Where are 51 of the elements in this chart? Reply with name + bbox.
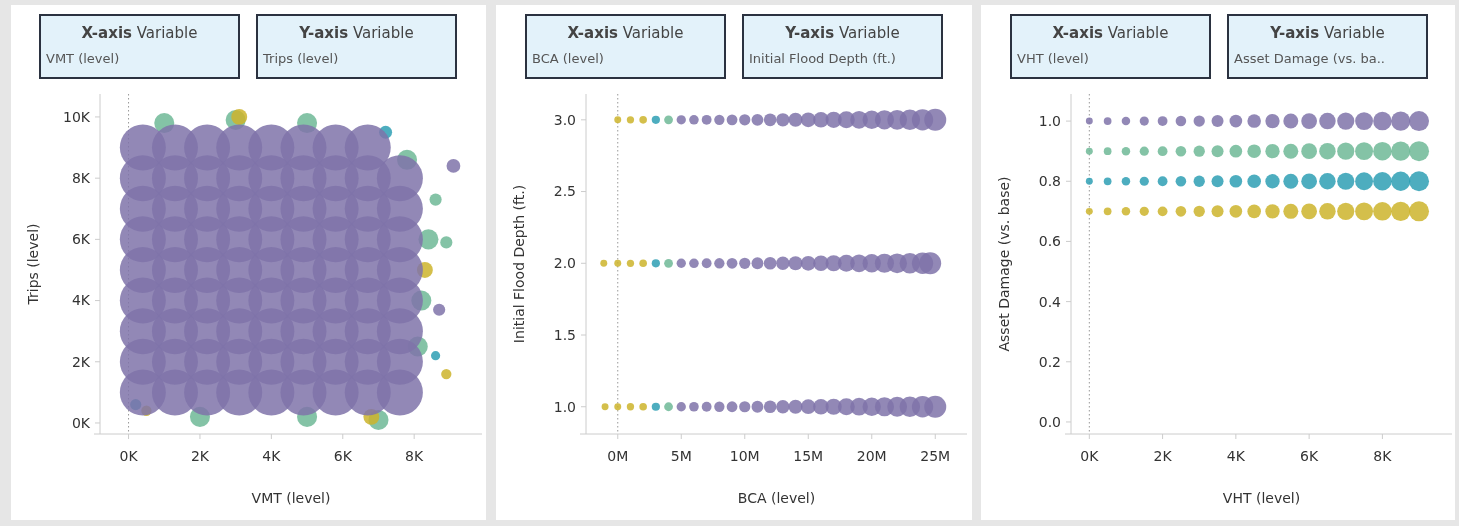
text: Trips (level) [262, 51, 339, 66]
y-tick-label: 0.4 [1038, 293, 1062, 310]
x-tick-label: 10M [729, 448, 760, 464]
text: X-axis Variable [567, 24, 684, 42]
x-tick-label: 6K [1300, 448, 1319, 464]
y-tick-label: 2.0 [553, 255, 576, 272]
x-tick-label: 4K [1226, 448, 1246, 464]
y-tick-label: 2.5 [553, 183, 576, 200]
y-tick-label: 0.8 [1038, 173, 1061, 190]
y-axis-title: Trips (level) [25, 223, 41, 306]
x-tick-label: 0M [607, 448, 629, 464]
x-tick-label: 25M [920, 448, 951, 464]
text: VHT (level) [1017, 51, 1089, 66]
x-tick-label: 20M [856, 448, 887, 464]
text: X-axis Variable [81, 24, 198, 42]
y-tick-label: 1.0 [1038, 112, 1061, 129]
text: Initial Flood Depth (ft.) [749, 51, 896, 66]
x-axis-title: BCA (level) [737, 490, 816, 506]
y-tick-label: 6K [71, 231, 91, 248]
x-tick-label: 8K [405, 448, 425, 464]
y-tick-label: 4K [71, 292, 91, 309]
y-tick-label: 2K [71, 353, 91, 370]
x-tick-label: 0K [119, 448, 139, 464]
x-tick-label: 6K [333, 448, 353, 464]
x-tick-label: 8K [1373, 448, 1393, 464]
x-tick-label: 5M [670, 448, 692, 464]
y-axis-title: Initial Flood Depth (ft.) [511, 184, 527, 344]
x-tick-label: 15M [793, 448, 824, 464]
y-tick-label: 0K [71, 414, 91, 431]
x-tick-label: 4K [262, 448, 282, 464]
y-axis-title: Asset Damage (vs. base) [996, 176, 1012, 352]
text: Y-axis Variable [298, 24, 414, 42]
text: Asset Damage (vs. ba.. [1234, 51, 1385, 66]
x-axis-title: VMT (level) [251, 490, 331, 506]
x-tick-label: 0K [1080, 448, 1100, 464]
text: Y-axis Variable [784, 24, 900, 42]
x-tick-label: 2K [190, 448, 210, 464]
y-tick-label: 3.0 [553, 111, 576, 128]
text: X-axis Variable [1052, 24, 1169, 42]
text: Y-axis Variable [1269, 24, 1385, 42]
y-tick-label: 0.2 [1038, 353, 1061, 370]
text: BCA (level) [532, 51, 604, 66]
x-axis-title: VHT (level) [1222, 490, 1301, 506]
y-tick-label: 8K [71, 170, 91, 187]
y-tick-label: 10K [63, 108, 91, 125]
y-tick-label: 0.0 [1038, 413, 1061, 430]
y-tick-label: 1.0 [553, 398, 576, 415]
y-tick-label: 0.6 [1038, 233, 1062, 250]
y-tick-label: 1.5 [553, 326, 576, 343]
text: VMT (level) [46, 51, 120, 66]
x-tick-label: 2K [1153, 448, 1173, 464]
